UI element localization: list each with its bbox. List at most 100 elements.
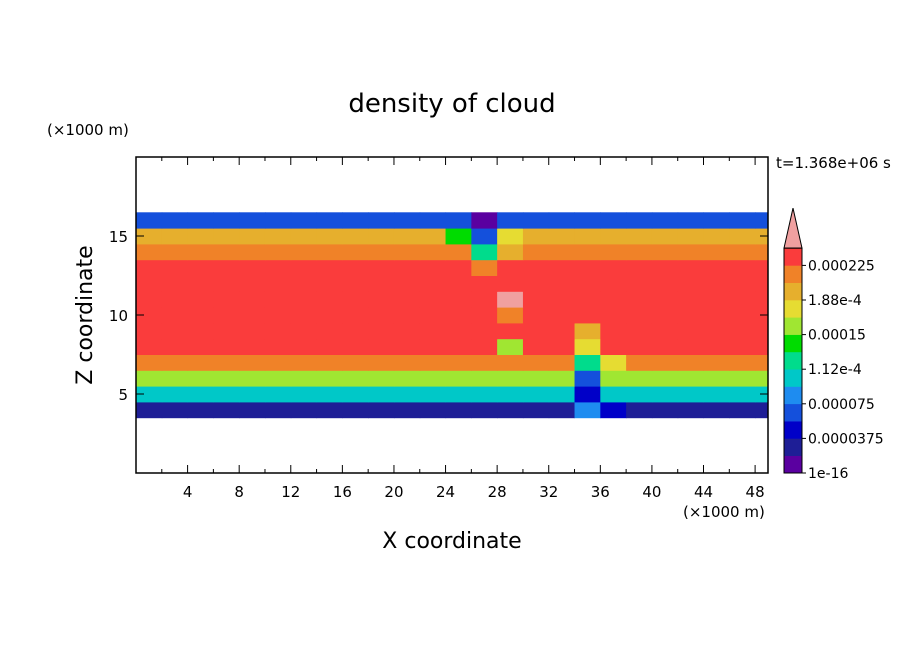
field-cell (471, 228, 498, 245)
field-cell (729, 275, 756, 292)
field-cell (368, 291, 395, 308)
field-cell (368, 354, 395, 371)
field-cell (342, 386, 369, 403)
field-cell (239, 401, 266, 419)
field-cell (471, 212, 498, 229)
field-cell (522, 291, 550, 308)
field-cell (522, 354, 550, 371)
y-unit-label: (×1000 m) (47, 121, 129, 139)
field-cell (626, 307, 653, 324)
field-cell (626, 370, 653, 387)
field-cell (161, 354, 189, 371)
field-cell (729, 243, 756, 261)
field-cell (677, 338, 705, 355)
field-cell (161, 275, 189, 292)
field-cell (729, 401, 756, 419)
field-cell (677, 228, 705, 245)
field-cell (264, 243, 292, 261)
field-cell (522, 243, 550, 261)
field-cell (342, 370, 369, 387)
field-cell (187, 322, 214, 340)
field-cell (729, 212, 756, 229)
field-cell (522, 322, 550, 340)
colorbar-band (784, 300, 802, 318)
field-cell (574, 322, 601, 340)
field-cell (264, 275, 292, 292)
field-cell (316, 228, 343, 245)
field-cell (574, 212, 601, 229)
field-cell (368, 243, 395, 261)
field-cell (213, 259, 240, 276)
field-cell (393, 259, 421, 276)
field-cell (729, 322, 756, 340)
field-cell (342, 275, 369, 292)
field-cell (290, 307, 318, 324)
field-cell (574, 307, 601, 324)
field-cell (264, 338, 292, 355)
field-cell (729, 354, 756, 371)
field-cell (600, 228, 627, 245)
field-cell (600, 243, 627, 261)
field-cell (187, 370, 214, 387)
colorbar-tick-label: 0.0000375 (808, 431, 884, 447)
field-cell (600, 401, 627, 419)
field-cell (522, 307, 550, 324)
field-cell (548, 275, 576, 292)
field-cell (316, 243, 343, 261)
field-cell (161, 322, 189, 340)
field-cell (393, 354, 421, 371)
field-cell (419, 291, 447, 308)
field-cell (187, 212, 214, 229)
field-cell (316, 259, 343, 276)
field-cell (626, 354, 653, 371)
field-cell (497, 259, 524, 276)
field-cell (419, 386, 447, 403)
field-cell (703, 275, 730, 292)
field-cell (600, 307, 627, 324)
field-cell (574, 354, 601, 371)
field-cell (290, 275, 318, 292)
x-tick-label: 4 (183, 483, 193, 501)
field-cell (445, 291, 472, 308)
field-cell (497, 401, 524, 419)
field-cell (445, 370, 472, 387)
field-cell (703, 243, 730, 261)
field-cell (187, 386, 214, 403)
field-cell (393, 243, 421, 261)
field-cell (290, 386, 318, 403)
field-cell (239, 370, 266, 387)
field-cell (316, 275, 343, 292)
field-cell (574, 370, 601, 387)
field-cell (548, 259, 576, 276)
field-cell (393, 275, 421, 292)
y-axis-label: Z coordinate (73, 245, 98, 384)
field-cell (187, 401, 214, 419)
field-cell (342, 259, 369, 276)
field-cell (239, 212, 266, 229)
field-cell (574, 338, 601, 355)
colorbar-band (784, 421, 802, 439)
field-cell (264, 401, 292, 419)
field-cell (264, 212, 292, 229)
field-cell (729, 259, 756, 276)
field-cell (677, 275, 705, 292)
field-cell (445, 386, 472, 403)
field-cell (393, 401, 421, 419)
field-cell (187, 243, 214, 261)
field-cell (677, 307, 705, 324)
field-cell (264, 386, 292, 403)
field-cell (497, 386, 524, 403)
field-cell (316, 307, 343, 324)
colorbar-tick-label: 0.00015 (808, 328, 866, 344)
field-cell (677, 291, 705, 308)
field-cell (626, 212, 653, 229)
field-cell (522, 338, 550, 355)
field-cell (136, 307, 163, 324)
field-cell (161, 212, 189, 229)
field-cell (729, 291, 756, 308)
field-cell (600, 291, 627, 308)
field-cell (290, 212, 318, 229)
field-cell (316, 386, 343, 403)
x-tick-label: 40 (642, 483, 661, 501)
field-cell (342, 212, 369, 229)
